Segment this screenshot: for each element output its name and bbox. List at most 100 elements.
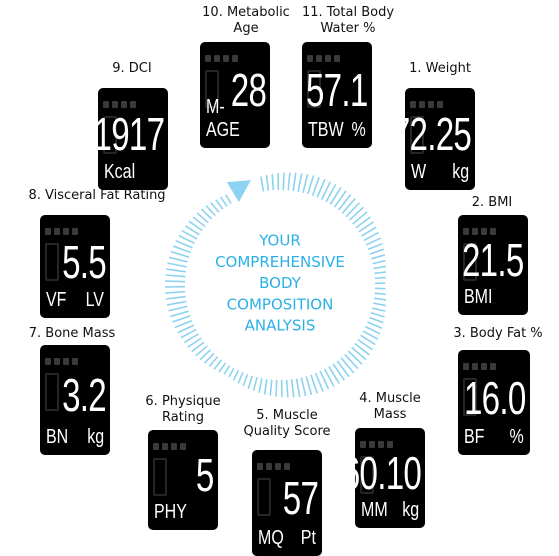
- ring-tick: [166, 297, 186, 299]
- icon: [121, 101, 127, 108]
- display-unit: kg: [87, 426, 104, 449]
- ring-tick: [216, 200, 223, 209]
- icon: [54, 358, 60, 365]
- icon: [463, 363, 469, 370]
- display-label: Rating: [162, 410, 204, 426]
- icon: [481, 363, 487, 370]
- icon: [316, 55, 322, 62]
- ring-tick: [375, 293, 386, 294]
- display-code: BMI: [464, 286, 492, 309]
- icon: [205, 55, 211, 62]
- center-text: COMPOSITION: [227, 295, 334, 313]
- ring-tick: [243, 374, 247, 386]
- ring-tick: [348, 351, 362, 364]
- ring-arrow: [227, 180, 251, 202]
- ring-tick: [333, 364, 344, 381]
- ring-tick: [234, 370, 239, 380]
- ring-tick: [276, 380, 277, 397]
- display-code: BN: [46, 426, 68, 449]
- display: 16.0BF%: [458, 350, 530, 455]
- display-label: Quality Score: [244, 424, 331, 440]
- ring-tick: [261, 177, 264, 192]
- icon: [472, 363, 478, 370]
- ring-tick: [173, 246, 191, 252]
- ring-tick: [267, 175, 269, 191]
- icon: [232, 55, 238, 62]
- ring-tick: [369, 317, 383, 322]
- display-label: 2. BMI: [472, 195, 513, 211]
- ring-tick: [306, 376, 311, 395]
- ring-tick: [265, 379, 267, 394]
- display-code: Kcal: [104, 161, 135, 184]
- display-value: 72.25: [405, 109, 471, 159]
- ring-tick: [345, 354, 358, 368]
- ghost-digit: [257, 478, 271, 516]
- ring-tick: [298, 173, 302, 191]
- ring-tick: [374, 266, 386, 268]
- ring-tick: [368, 244, 382, 250]
- display-value: 5: [196, 450, 214, 500]
- display-value: 1917: [98, 109, 164, 159]
- ring-tick: [221, 197, 227, 206]
- ring-tick: [293, 173, 296, 191]
- ring-tick: [374, 298, 386, 300]
- display-code: VF: [46, 289, 66, 312]
- center-text: BODY: [259, 274, 302, 292]
- infographic: YOURCOMPREHENSIVEBODYCOMPOSITIONANALYSIS…: [0, 0, 559, 556]
- ring-tick: [214, 360, 221, 370]
- icon: [284, 463, 290, 470]
- status-icons: [410, 93, 470, 101]
- display-unit: %: [510, 426, 524, 449]
- display-label: 5. Muscle: [256, 408, 318, 424]
- display-label: 4. Muscle: [359, 391, 421, 407]
- display-label: Mass: [374, 407, 407, 423]
- icon: [130, 101, 136, 108]
- ring-tick: [370, 249, 384, 254]
- icon: [45, 228, 51, 235]
- icon: [103, 101, 109, 108]
- display-code: W: [411, 161, 426, 184]
- ring-tick: [165, 292, 185, 293]
- icon: [72, 358, 78, 365]
- status-icons: [45, 350, 105, 358]
- display-code: MM: [361, 499, 388, 522]
- ring-tick: [219, 363, 225, 372]
- display-label: 8. Visceral Fat Rating: [28, 188, 165, 204]
- ring-tick: [172, 316, 190, 322]
- display: 5 PHY: [148, 430, 218, 530]
- icon: [275, 463, 281, 470]
- display-value: 57.1: [306, 65, 368, 115]
- display-unit: kg: [402, 499, 419, 522]
- display-label: 1. Weight: [409, 61, 471, 77]
- icon: [171, 443, 177, 450]
- ring-tick: [337, 361, 349, 377]
- ring-tick: [311, 375, 317, 394]
- icon: [223, 55, 229, 62]
- ring-tick: [308, 176, 314, 195]
- center-text: ANALYSIS: [245, 317, 316, 335]
- ring-tick: [373, 303, 386, 305]
- display-value: 5.5: [62, 237, 106, 287]
- ring-tick: [166, 269, 186, 272]
- ring-tick: [272, 174, 273, 190]
- display-label: Age: [233, 21, 258, 37]
- display-code: M-AGE: [206, 96, 257, 142]
- icon: [162, 443, 168, 450]
- display-value: 16.0: [464, 373, 526, 423]
- display-code: PHY: [154, 501, 187, 524]
- display-unit: Pt: [301, 527, 316, 550]
- icon: [419, 101, 425, 108]
- icon: [112, 101, 118, 108]
- icon: [334, 55, 340, 62]
- ring-tick: [346, 203, 359, 217]
- display-value: 3.2: [62, 370, 106, 420]
- ring-tick: [287, 380, 288, 398]
- ring-tick: [338, 195, 350, 211]
- ring-tick: [283, 173, 284, 190]
- ring-tick: [211, 203, 219, 213]
- ring-tick: [229, 368, 234, 377]
- ghost-digit: [45, 243, 59, 281]
